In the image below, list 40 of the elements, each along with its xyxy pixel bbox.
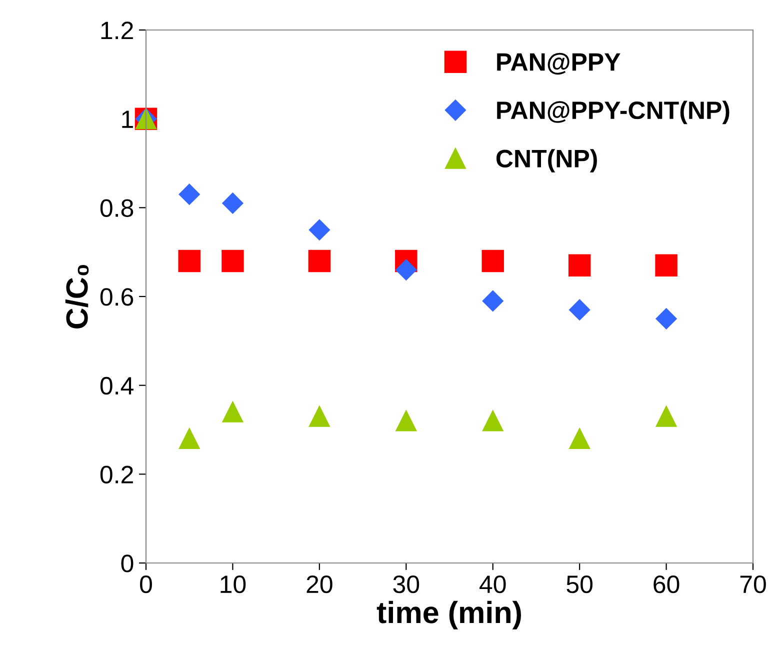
point: [482, 290, 504, 312]
x-axis-title: time (min): [376, 600, 521, 630]
point: [309, 406, 330, 427]
point: [222, 402, 244, 422]
point: [396, 410, 417, 432]
y-tick-label: 0.2: [100, 466, 133, 484]
point: [222, 192, 244, 214]
x-tick-label: 20: [306, 575, 332, 594]
y-tick-label: 0.6: [100, 288, 134, 306]
y-tick-label: 0.4: [100, 376, 134, 395]
x-tick-label: 0: [140, 575, 152, 594]
point: [655, 254, 678, 277]
point: [656, 406, 677, 427]
point: [482, 410, 504, 432]
y-tick-label: 0.8: [100, 199, 134, 217]
point: [178, 428, 200, 450]
point: [396, 259, 417, 280]
x-tick-label: 40: [480, 575, 506, 594]
point: [222, 250, 244, 272]
point: [178, 250, 200, 272]
point: [178, 184, 200, 205]
point: [308, 250, 331, 272]
x-tick-label: 60: [654, 575, 680, 594]
point: [569, 428, 590, 450]
x-tick-label: 10: [220, 575, 246, 594]
legend-label: PAN@PPY: [497, 52, 620, 75]
y-axis-title: C/C₀: [65, 265, 89, 328]
y-tick-label: 1: [122, 110, 133, 128]
point: [308, 219, 330, 240]
point: [568, 254, 591, 277]
x-tick-label: 50: [566, 575, 592, 594]
y-tick-label: 0: [121, 554, 134, 572]
x-tick-label: 30: [393, 575, 420, 594]
point: [482, 250, 504, 272]
legend-label: PAN@PPY-CNT(NP): [497, 100, 730, 124]
point: [569, 299, 590, 320]
y-tick-label: 1.2: [101, 22, 133, 40]
point: [656, 308, 677, 330]
x-tick-label: 70: [740, 575, 766, 594]
legend-label: CNT(NP): [496, 149, 597, 172]
